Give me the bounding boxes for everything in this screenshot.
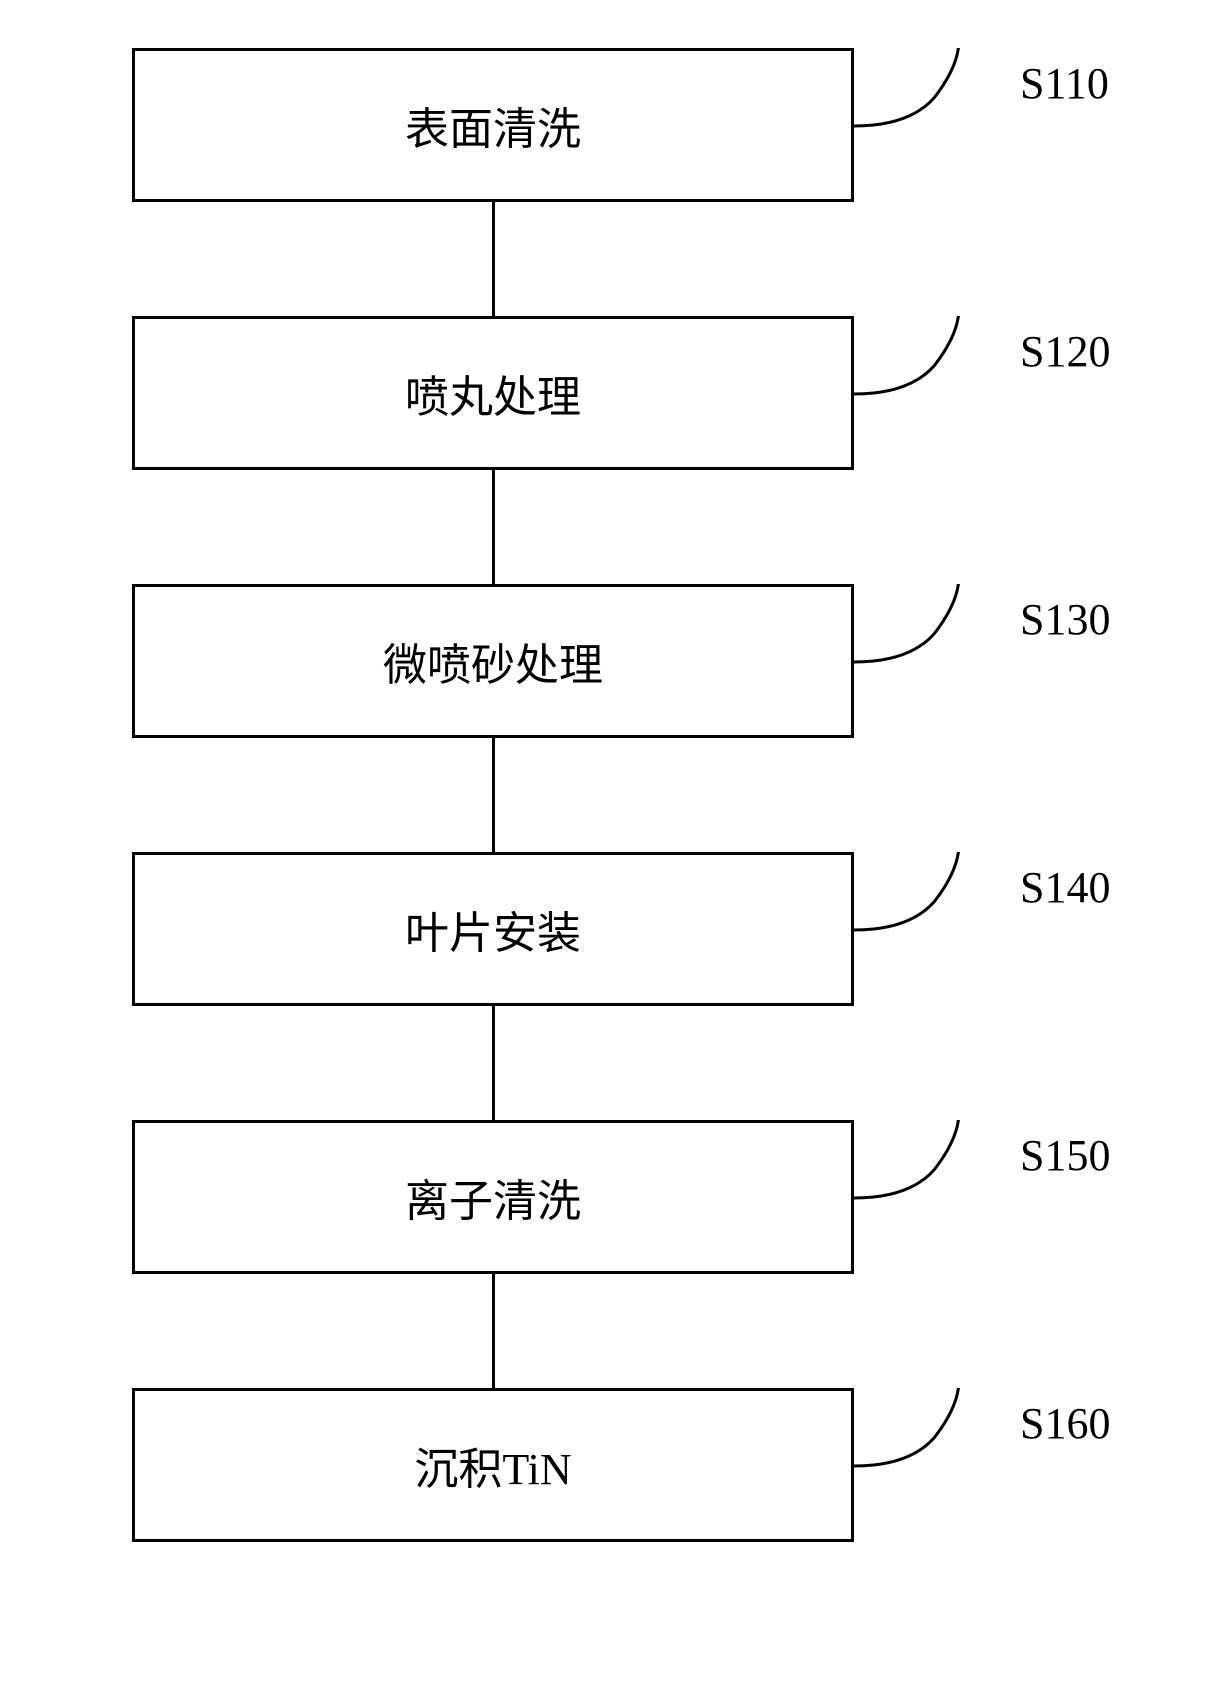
connector-line (492, 1274, 495, 1388)
step-curve-mark (854, 584, 1020, 704)
flowchart-step: 微喷砂处理 S130 (132, 584, 1112, 738)
connector-line (492, 1006, 495, 1120)
step-box-s160: 沉积TiN (132, 1388, 854, 1542)
step-box-s110: 表面清洗 (132, 48, 854, 202)
flowchart-step: 喷丸处理 S120 (132, 316, 1112, 470)
step-box-s130: 微喷砂处理 (132, 584, 854, 738)
flowchart-step: 表面清洗 S110 (132, 48, 1112, 202)
step-curve-mark (854, 48, 1020, 168)
flowchart-step: 离子清洗 S150 (132, 1120, 1112, 1274)
flowchart-connector (132, 470, 854, 584)
step-label: S130 (1020, 594, 1110, 645)
flowchart-connector (132, 1274, 854, 1388)
step-box-s140: 叶片安装 (132, 852, 854, 1006)
step-label: S140 (1020, 862, 1110, 913)
step-text: 微喷砂处理 (383, 629, 603, 693)
step-text: 沉积TiN (414, 1433, 571, 1497)
step-text: 喷丸处理 (405, 361, 581, 425)
step-text: 离子清洗 (405, 1165, 581, 1229)
step-label: S120 (1020, 326, 1110, 377)
flowchart-step: 沉积TiN S160 (132, 1388, 1112, 1542)
step-label: S110 (1020, 58, 1109, 109)
step-box-s120: 喷丸处理 (132, 316, 854, 470)
step-label: S160 (1020, 1398, 1110, 1449)
step-curve-mark (854, 1120, 1020, 1240)
flowchart-container: 表面清洗 S110 喷丸处理 S120 微喷砂处理 S130 (132, 48, 1112, 1542)
flowchart-connector (132, 1006, 854, 1120)
step-label: S150 (1020, 1130, 1110, 1181)
step-box-s150: 离子清洗 (132, 1120, 854, 1274)
step-text: 表面清洗 (405, 93, 581, 157)
step-curve-mark (854, 852, 1020, 972)
connector-line (492, 738, 495, 852)
connector-line (492, 470, 495, 584)
step-curve-mark (854, 1388, 1020, 1508)
step-text: 叶片安装 (405, 897, 581, 961)
flowchart-step: 叶片安装 S140 (132, 852, 1112, 1006)
step-curve-mark (854, 316, 1020, 436)
flowchart-connector (132, 738, 854, 852)
connector-line (492, 202, 495, 316)
flowchart-connector (132, 202, 854, 316)
